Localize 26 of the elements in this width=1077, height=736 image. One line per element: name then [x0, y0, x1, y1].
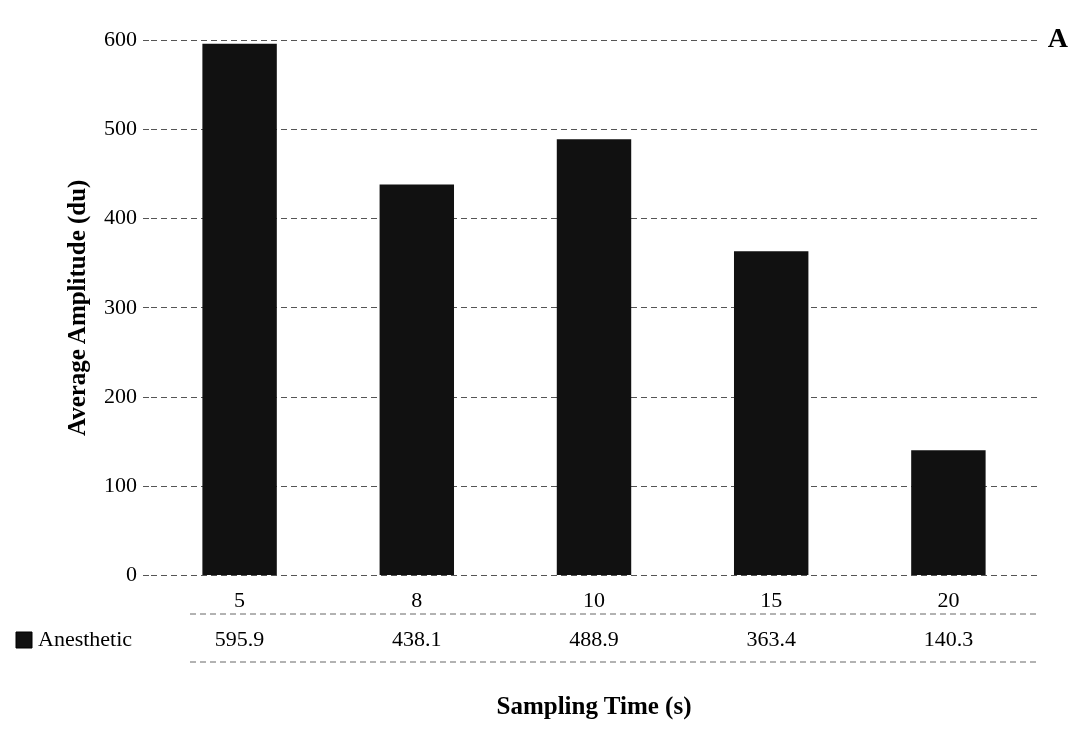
y-tick-label: 0	[126, 561, 137, 587]
bar	[556, 139, 632, 576]
data-label: 140.3	[923, 625, 974, 651]
y-tick-label: 500	[104, 115, 137, 141]
x-tick-label: 15	[760, 586, 783, 612]
data-label: 488.9	[569, 625, 619, 651]
x-tick-label: 20	[937, 586, 960, 612]
y-tick-label: 600	[104, 25, 137, 51]
bar	[733, 251, 809, 576]
y-tick-label: 200	[104, 382, 137, 408]
y-tick-label: 400	[104, 204, 137, 230]
bar	[911, 450, 986, 576]
data-label: 363.4	[746, 625, 796, 651]
x-axis-title: Sampling Time (s)	[496, 692, 692, 721]
legend-label: Anesthetic	[38, 625, 133, 651]
x-tick-label: 8	[411, 586, 423, 612]
x-tick-label: 10	[583, 586, 605, 612]
data-label: 595.9	[214, 625, 265, 651]
data-label: 438.1	[392, 625, 442, 651]
y-tick-label: 300	[104, 293, 137, 319]
bar	[379, 184, 455, 576]
bar	[202, 43, 277, 576]
y-axis-title: Average Amplitude (du)	[63, 179, 92, 437]
x-tick-label: 5	[234, 586, 246, 612]
y-tick-label: 100	[104, 472, 137, 498]
text: A	[1047, 22, 1069, 54]
